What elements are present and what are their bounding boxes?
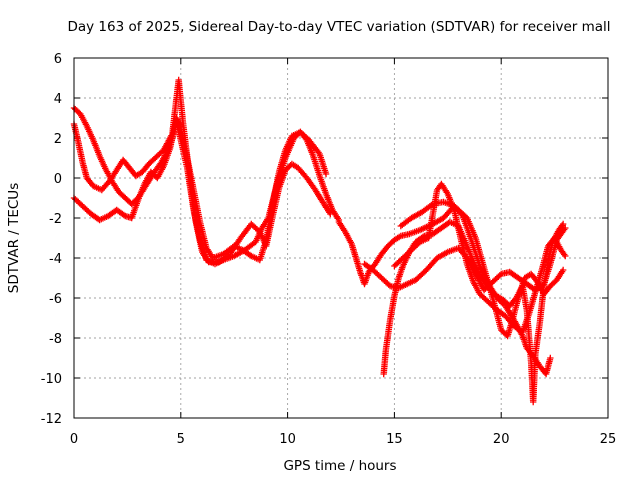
y-tick-label: 4 — [54, 92, 62, 107]
x-axis-label: GPS time / hours — [283, 458, 396, 474]
y-tick-label: 6 — [54, 52, 62, 67]
y-tick-label: 2 — [54, 132, 62, 147]
data-point — [559, 266, 567, 274]
y-tick-label: -12 — [41, 412, 62, 427]
y-tick-label: -8 — [49, 332, 62, 347]
x-tick-label: 0 — [70, 432, 78, 447]
y-tick-label: -6 — [49, 292, 62, 307]
series-track-3 — [70, 114, 330, 264]
data-point — [547, 354, 554, 362]
x-tick-label: 20 — [493, 432, 510, 447]
y-tick-label: -2 — [49, 212, 62, 227]
tick-labels: 0 5 10 15 20 25 -12 -10 -8 -6 -4 -2 0 2 4 6 — [41, 52, 617, 447]
y-axis-label: SDTVAR / TECUs — [6, 183, 22, 293]
x-tick-label: 10 — [279, 432, 296, 447]
data-point — [322, 170, 330, 178]
x-tick-label: 25 — [600, 432, 617, 447]
data-point — [562, 224, 569, 232]
axis-ticks — [73, 57, 609, 419]
y-tick-label: 0 — [54, 172, 62, 187]
data-point — [327, 210, 334, 218]
grid — [74, 58, 608, 418]
x-tick-label: 5 — [177, 432, 185, 447]
x-tick-label: 15 — [386, 432, 403, 447]
y-tick-label: -10 — [41, 372, 62, 387]
y-tick-label: -4 — [49, 252, 62, 267]
data-point — [562, 252, 569, 260]
data-point — [559, 220, 567, 228]
series-track-8 — [397, 198, 567, 340]
plot-frame — [73, 57, 609, 419]
data-marks — [70, 76, 569, 406]
chart-title: Day 163 of 2025, Sidereal Day-to-day VTE… — [67, 19, 610, 35]
